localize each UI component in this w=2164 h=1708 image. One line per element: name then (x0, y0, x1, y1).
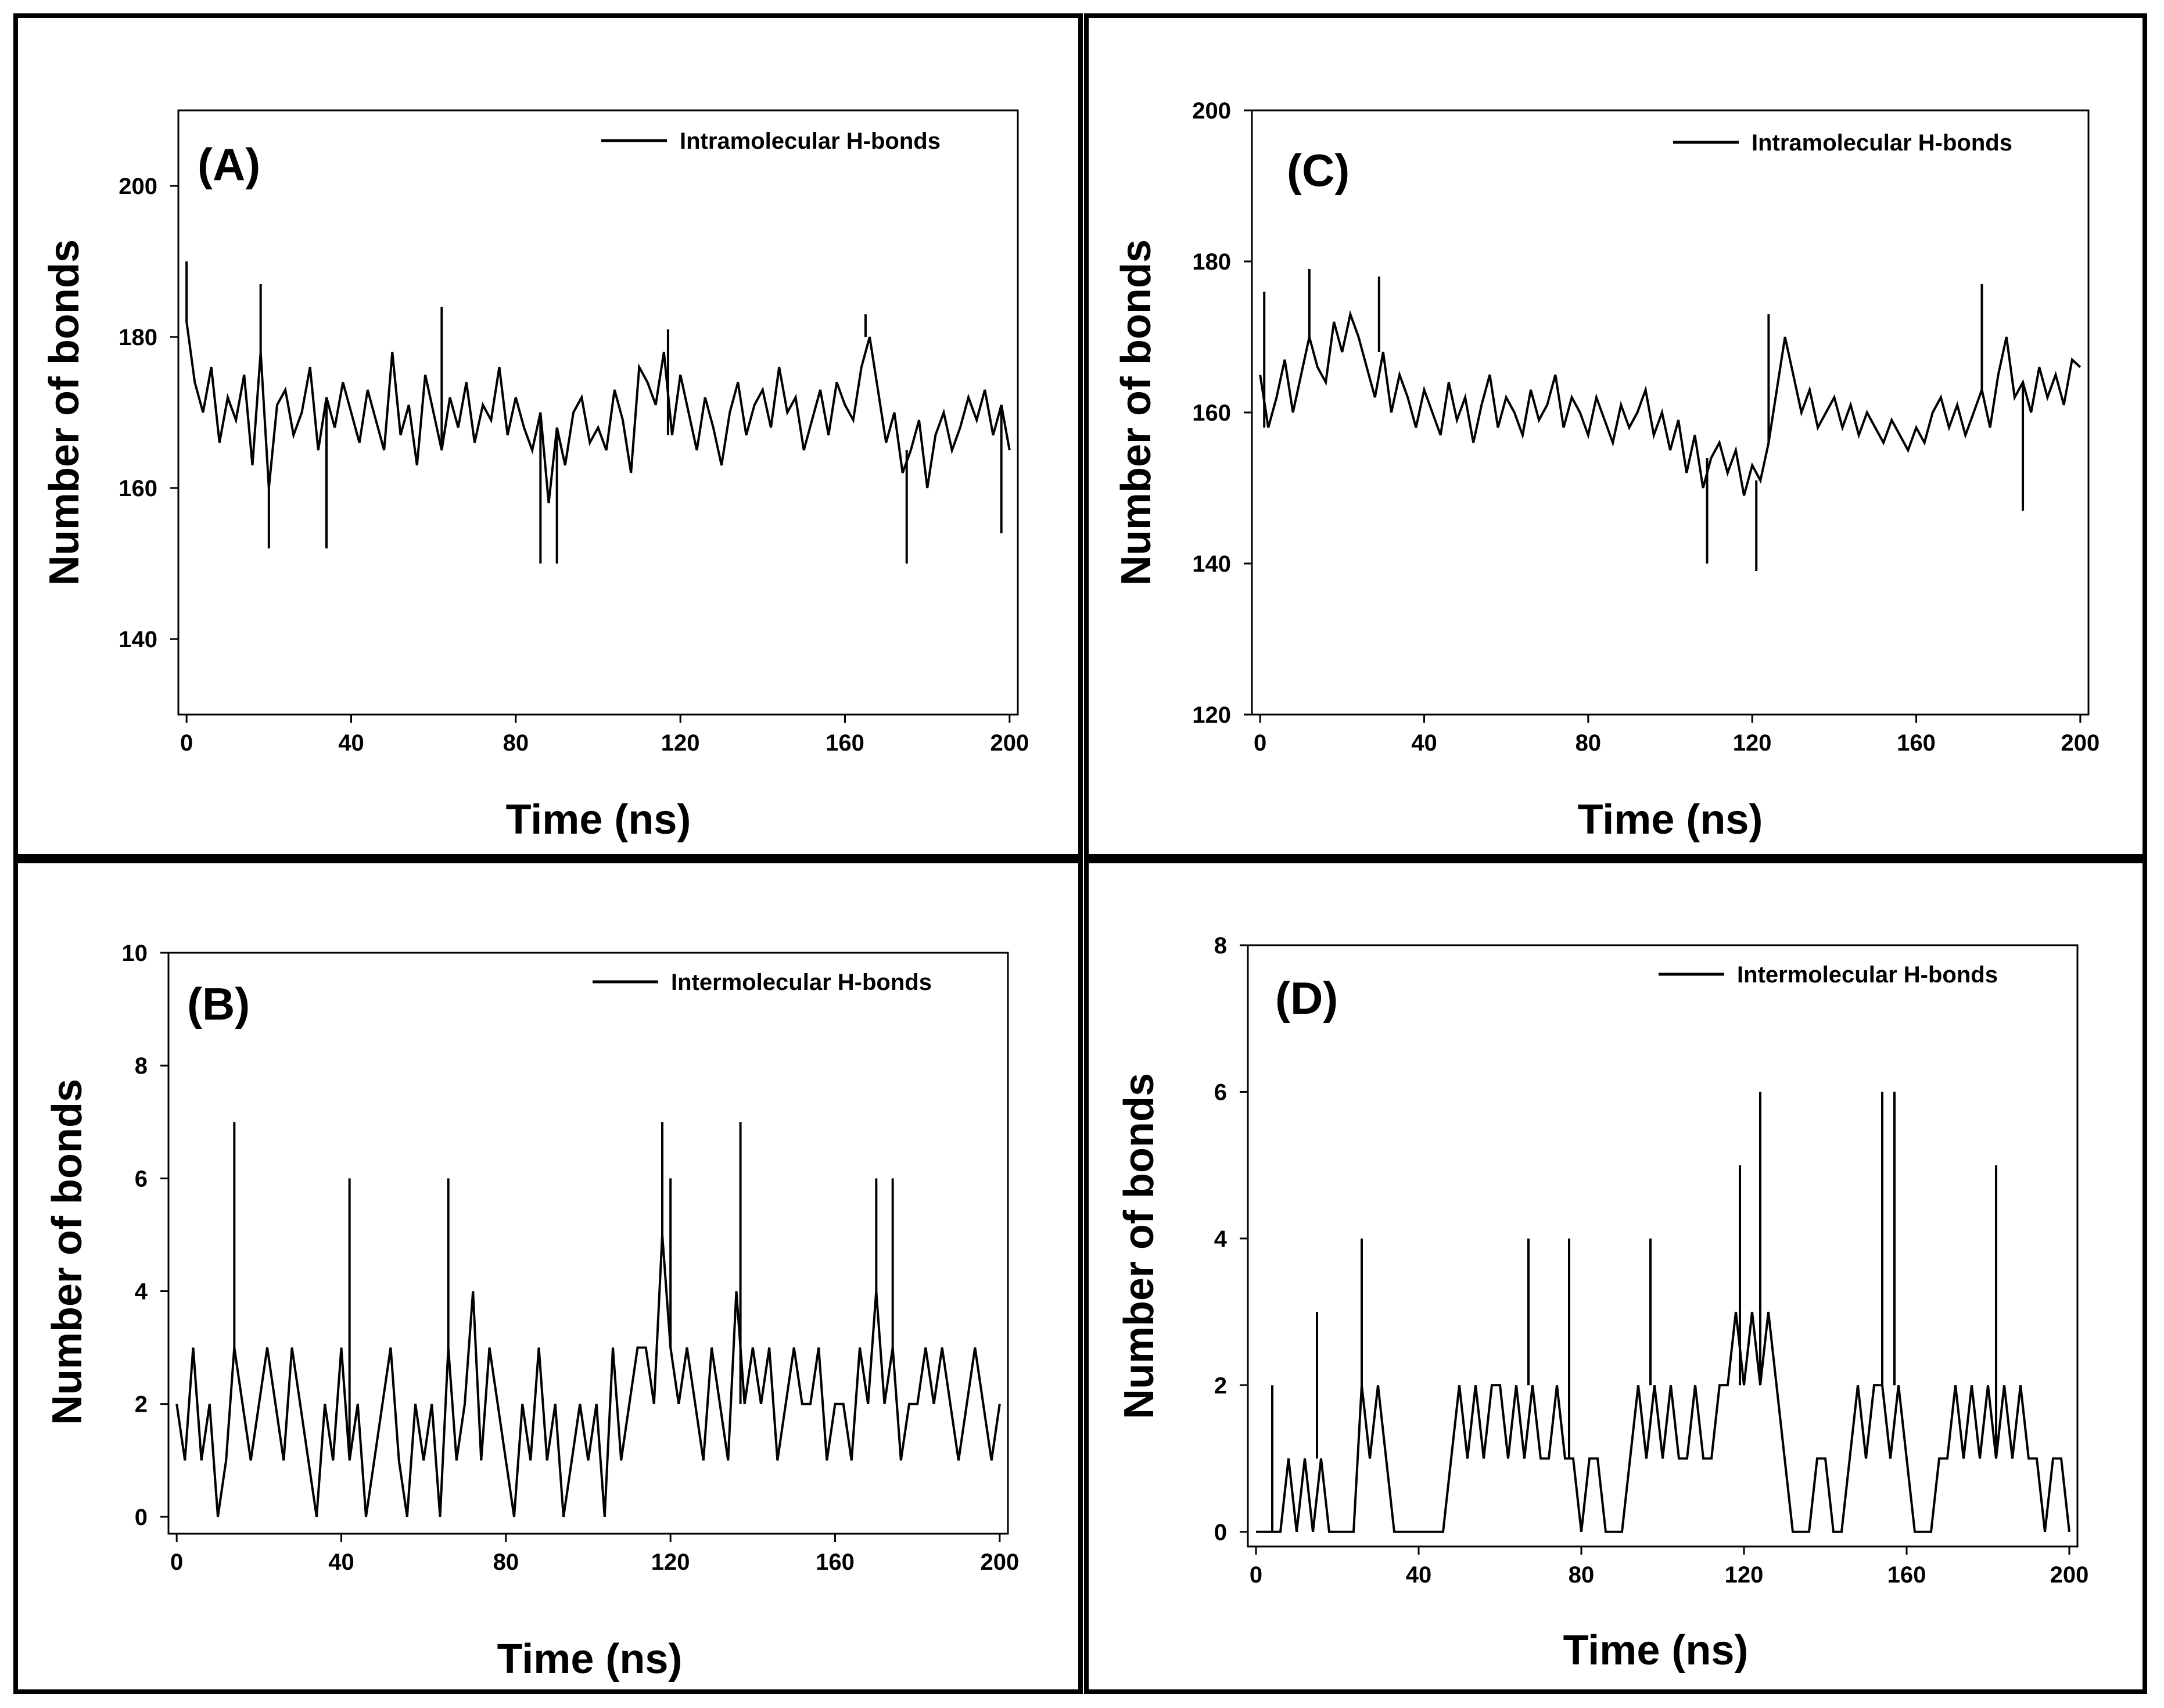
y-tick-label-a: 180 (119, 325, 157, 350)
chart-panel-d: 0 40 80 120 160 200 0 2 4 6 8 (D) Intermolecular H… (1116, 933, 2088, 1674)
y-tick-label-b: 0 (135, 1505, 148, 1530)
panel-label-d: (D) (1275, 973, 1338, 1024)
chart-panel-c: 0 40 80 120 160 200 120 140 160 180 200 (C) Intram… (1113, 98, 2100, 843)
x-tick-label-a: 160 (826, 730, 864, 756)
legend-label-a: Intramolecular H-bonds (680, 128, 941, 154)
x-tick-label-a: 80 (503, 730, 529, 756)
x-tick-label-a: 40 (338, 730, 364, 756)
series-line-c (1259, 310, 2082, 496)
spikes-c (1263, 269, 2025, 571)
x-tick-label-c: 200 (2061, 730, 2100, 756)
x-tick-label-b: 200 (980, 1549, 1019, 1575)
plot-area-b (167, 952, 1009, 1535)
x-tick-label-b: 160 (816, 1549, 855, 1575)
frame-panel-a (13, 13, 1083, 859)
x-tick-label-c: 120 (1733, 730, 1772, 756)
y-tick-label-c: 140 (1192, 551, 1231, 577)
x-tick-label-d: 80 (1569, 1562, 1595, 1588)
y-tick-label-d: 8 (1214, 933, 1227, 959)
legend-label-c: Intramolecular H-bonds (1752, 130, 2012, 156)
y-tick-label-c: 180 (1192, 249, 1231, 275)
x-tick-label-d: 40 (1406, 1562, 1432, 1588)
frame-panel-c (1084, 13, 2147, 859)
x-tick-label-b: 120 (651, 1549, 690, 1575)
x-tick-label-a: 200 (990, 730, 1029, 756)
legend-label-b: Intermolecular H-bonds (671, 970, 932, 995)
y-tick-label-b: 4 (135, 1279, 148, 1305)
y-tick-label-a: 140 (119, 627, 157, 652)
y-tick-label-a: 200 (119, 174, 157, 199)
panel-label-b: (B) (187, 978, 250, 1029)
panel-label-a: (A) (198, 139, 260, 190)
series-line-a (185, 321, 1011, 504)
spikes-d (1271, 1092, 1997, 1532)
y-tick-label-c: 200 (1192, 98, 1231, 124)
x-tick-label-b: 0 (170, 1549, 183, 1575)
x-tick-label-a: 120 (661, 730, 700, 756)
y-tick-label-a: 160 (119, 476, 157, 501)
y-tick-label-b: 2 (135, 1392, 148, 1418)
x-tick-label-c: 80 (1576, 730, 1602, 756)
x-tick-label-c: 40 (1411, 730, 1437, 756)
y-axis-title-a: Number of bonds (41, 239, 88, 586)
ticks-a: 0 40 80 120 160 200 140 160 180 200 (119, 174, 1029, 756)
x-tick-label-b: 40 (328, 1549, 354, 1575)
x-tick-label-b: 80 (493, 1549, 519, 1575)
spikes-a (185, 261, 1003, 564)
y-tick-label-b: 6 (135, 1166, 148, 1192)
y-tick-label-c: 120 (1192, 702, 1231, 728)
y-axis-title-b: Number of bonds (44, 1079, 91, 1425)
y-tick-label-d: 2 (1214, 1373, 1227, 1398)
y-axis-title-c: Number of bonds (1113, 239, 1160, 586)
y-tick-label-b: 10 (122, 941, 148, 966)
y-tick-label-d: 0 (1214, 1520, 1227, 1545)
plot-area-a (177, 109, 1019, 716)
x-axis-title-d: Time (ns) (1563, 1627, 1749, 1674)
y-tick-label-d: 6 (1214, 1079, 1227, 1105)
x-tick-label-d: 0 (1250, 1562, 1262, 1588)
x-tick-label-c: 160 (1897, 730, 1936, 756)
ticks-b: 0 40 80 120 160 200 0 2 4 6 8 10 (122, 941, 1020, 1575)
ticks-c: 0 40 80 120 160 200 120 140 160 180 200 (1192, 98, 2100, 756)
x-tick-label-c: 0 (1254, 730, 1266, 756)
x-axis-title-a: Time (ns) (506, 796, 691, 843)
frame-panel-d (1084, 859, 2147, 1694)
x-axis-title-c: Time (ns) (1578, 796, 1763, 843)
y-tick-label-c: 160 (1192, 400, 1231, 426)
series-line-d (1256, 1311, 2070, 1533)
spikes-b (233, 1122, 894, 1461)
plot-area-d (1247, 944, 2079, 1548)
panel-label-c: (C) (1287, 145, 1350, 196)
chart-panel-b: 0 40 80 120 160 200 0 2 4 6 8 10 (B) Intermolecular… (44, 941, 1019, 1682)
y-tick-label-d: 4 (1214, 1226, 1228, 1252)
x-tick-label-a: 0 (180, 730, 193, 756)
legend-label-d: Intermolecular H-bonds (1737, 962, 1998, 988)
y-axis-title-d: Number of bonds (1116, 1073, 1162, 1419)
x-tick-label-d: 200 (2050, 1562, 2089, 1588)
frame-panel-b (13, 859, 1083, 1694)
x-tick-label-d: 160 (1887, 1562, 1926, 1588)
x-tick-label-d: 120 (1725, 1562, 1764, 1588)
chart-panel-a: 0 40 80 120 160 200 140 160 180 200 (A) Intramole… (41, 109, 1029, 843)
ticks-d: 0 40 80 120 160 200 0 2 4 6 8 (1214, 933, 2089, 1588)
series-line-b (175, 1235, 1001, 1517)
y-tick-label-b: 8 (135, 1053, 148, 1079)
x-axis-title-b: Time (ns) (497, 1636, 683, 1682)
